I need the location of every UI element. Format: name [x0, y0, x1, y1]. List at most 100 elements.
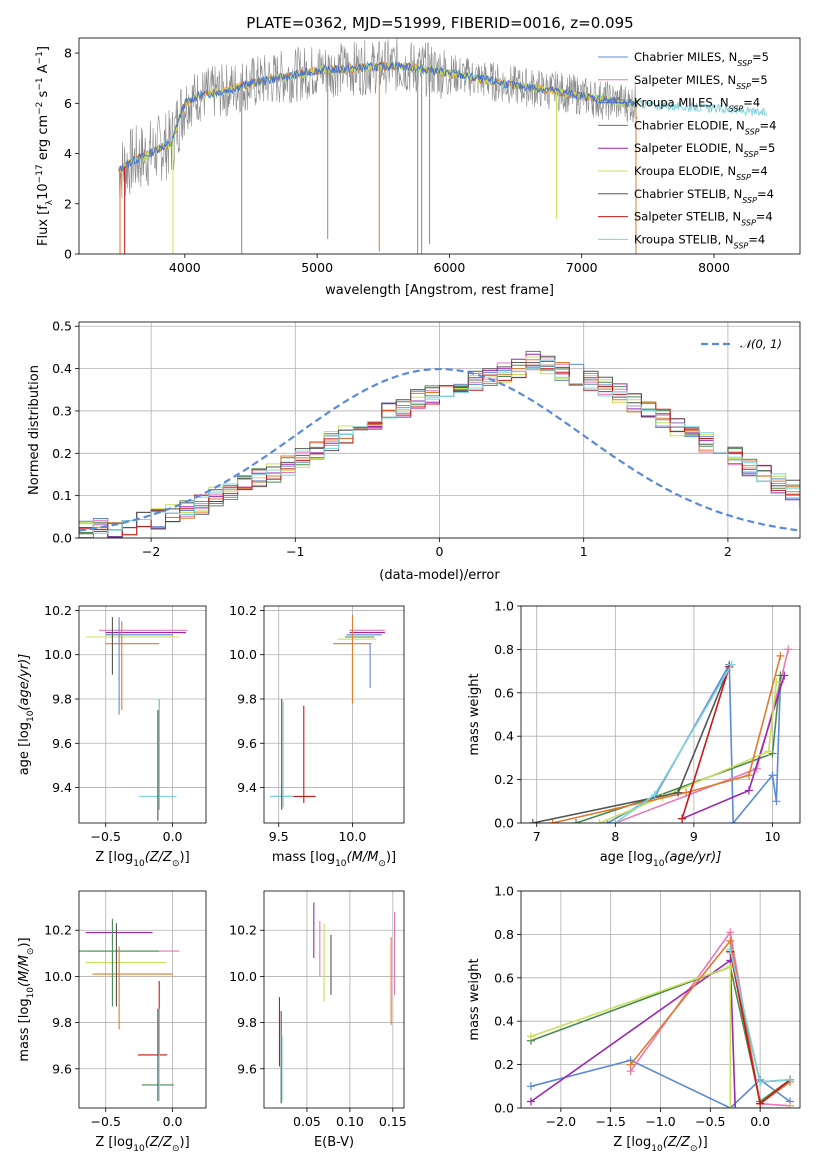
- mass-vs-ebv-ytick-label: 9.6: [237, 1061, 257, 1076]
- age-vs-mass-frame: [263, 605, 405, 824]
- age-vs-z-ytick-label: 9.6: [52, 736, 72, 751]
- age-vs-mass-ytick-label: 10.0: [229, 647, 257, 662]
- mass-weight-vs-age-plot-area: [528, 645, 793, 823]
- mass-weight-line: [532, 666, 731, 823]
- legend-entry: Kroupa ELODIE, NSSP=4: [634, 164, 768, 182]
- mass-weight-vs-age-ytick-label: 0.0: [494, 816, 514, 831]
- age-vs-z-frame: [78, 605, 207, 824]
- legend-entry: Chabrier ELODIE, NSSP=4: [634, 118, 776, 136]
- age-vs-z-ylabel: age [log10(age/yr)]: [17, 654, 36, 776]
- mass-vs-z-ytick-label: 9.6: [52, 1061, 72, 1076]
- spectrum-model-line: [118, 61, 638, 174]
- mass-weight-vs-age-xtick-label: 7: [533, 829, 541, 844]
- age-vs-z-xtick-label: 0.0: [163, 829, 183, 844]
- mass-weight-vs-z-xtick-label: −0.5: [695, 1114, 725, 1129]
- spectrum-ytick-label: 6: [64, 96, 72, 111]
- mass-weight-vs-age-ytick-label: 0.2: [494, 772, 514, 787]
- spectrum-ytick-label: 8: [64, 46, 72, 61]
- age-vs-z-xlabel: Z [log10(Z/Z⊙)]: [95, 850, 189, 869]
- mass-vs-ebv-plot-area: [278, 902, 396, 1104]
- legend-entry: Salpeter STELIB, NSSP=4: [634, 210, 773, 228]
- age-vs-mass-plot-area: [269, 614, 385, 810]
- mass-weight-vs-z-ytick-label: 0.0: [494, 1101, 514, 1116]
- mass-weight-vs-z-ytick-label: 0.2: [494, 1057, 514, 1072]
- spectrum-title: PLATE=0362, MJD=51999, FIBERID=0016, z=0…: [246, 14, 633, 32]
- mass-vs-ebv-xtick-label: 0.05: [293, 1114, 321, 1129]
- residuals-ytick-label: 0.5: [52, 319, 72, 334]
- mass-vs-z-xlabel: Z [log10(Z/Z⊙)]: [95, 1135, 189, 1154]
- legend-entry: Kroupa MILES, NSSP=4: [634, 96, 760, 114]
- mass-vs-ebv-xtick-label: 0.15: [379, 1114, 407, 1129]
- mass-vs-z-panel: −0.5 0.0 9.6 9.8 10.0 10.2 Z [log10(Z/Z⊙)] mass…: [17, 890, 207, 1154]
- mass-weight-marker: [526, 1032, 535, 1041]
- age-vs-mass-ytick-label: 10.2: [229, 603, 257, 618]
- mass-weight-marker: [786, 1075, 795, 1084]
- mass-weight-marker: [727, 660, 736, 669]
- mass-weight-marker: [780, 671, 789, 680]
- mass-weight-marker: [650, 790, 659, 799]
- age-vs-z-ytick-label: 9.4: [52, 780, 72, 795]
- residuals-ylabel: Normed distribution: [27, 365, 42, 495]
- mass-vs-ebv-ytick-label: 9.8: [237, 1015, 257, 1030]
- spectrum-ytick-label: 4: [64, 146, 72, 161]
- mass-weight-vs-z-panel: −2.0 −1.5 −1.0 −0.5 0.0 0.0 0.2 0.4 0.6 0.8 1.0 Z […: [467, 884, 801, 1154]
- mass-weight-marker: [744, 771, 753, 780]
- mass-weight-vs-age-xtick-label: 9: [690, 829, 698, 844]
- age-vs-mass-ytick-label: 9.4: [237, 780, 257, 795]
- mass-weight-marker: [674, 788, 683, 797]
- mass-weight-marker: [731, 1104, 740, 1108]
- residuals-xtick-label: −1: [286, 544, 304, 559]
- mass-weight-marker: [726, 945, 735, 954]
- residual-histogram: [79, 359, 800, 534]
- mass-vs-ebv-panel: 0.05 0.10 0.15 9.6 9.8 10.0 10.2 E(B-V): [229, 890, 407, 1150]
- spectrum-xtick-label: 8000: [698, 260, 730, 275]
- spectrum-ytick-label: 2: [64, 196, 72, 211]
- age-vs-mass-xlabel: mass [log10(M/M⊙)]: [272, 850, 396, 869]
- mass-weight-line: [530, 965, 791, 1103]
- mass-weight-line: [530, 1059, 791, 1108]
- residuals-plot-area: [79, 350, 800, 538]
- residuals-ytick-label: 0.2: [52, 446, 72, 461]
- mass-weight-line: [575, 675, 782, 823]
- legend-entry: Chabrier STELIB, NSSP=4: [634, 187, 774, 205]
- age-vs-mass-ytick-label: 9.6: [237, 736, 257, 751]
- legend-entry: Kroupa STELIB, NSSP=4: [634, 232, 765, 250]
- residual-histogram: [79, 359, 800, 538]
- mass-weight-marker: [756, 1099, 765, 1108]
- age-vs-mass-xtick-label: 10.0: [338, 829, 366, 844]
- mass-weight-marker: [744, 786, 753, 795]
- mass-weight-marker: [768, 771, 777, 780]
- mass-vs-ebv-ytick-label: 10.2: [229, 923, 257, 938]
- mass-vs-z-plot-area: [79, 918, 180, 1102]
- spectrum-ylabel: Flux [fλ10−17 erg cm−2 s−1 A−1]: [35, 46, 55, 246]
- spectrum-plot-area: [118, 38, 767, 254]
- age-vs-z-xtick-label: −0.5: [91, 829, 121, 844]
- mass-weight-line: [629, 939, 791, 1106]
- mass-weight-marker: [772, 797, 781, 806]
- residuals-xtick-label: −2: [142, 544, 160, 559]
- mass-vs-z-xtick-label: 0.0: [163, 1114, 183, 1129]
- spectrum-panel: 4000 5000 6000 7000 8000 0 2 4 6 8 wavelength [Ang…: [35, 37, 801, 298]
- spectrum-xtick-label: 4000: [169, 260, 201, 275]
- mass-weight-marker: [682, 788, 691, 797]
- mass-weight-vs-z-ylabel: mass weight: [467, 958, 482, 1040]
- residuals-xtick-label: 0: [436, 544, 444, 559]
- residuals-ytick-label: 0.3: [52, 403, 72, 418]
- mass-weight-vs-age-frame: [520, 605, 801, 824]
- residuals-ytick-label: 0.4: [52, 361, 72, 376]
- spectrum-model-line: [118, 61, 638, 173]
- spectrum-model-line: [118, 61, 638, 174]
- mass-weight-line: [552, 655, 782, 823]
- mass-weight-marker: [611, 819, 620, 823]
- mass-weight-vs-z-xtick-label: −1.5: [595, 1114, 625, 1129]
- spectrum-frame: [78, 37, 801, 255]
- mass-weight-line: [614, 664, 733, 823]
- mass-vs-ebv-xtick-label: 0.10: [336, 1114, 364, 1129]
- mass-weight-vs-z-xlabel: Z [log10(Z/Z⊙)]: [613, 1135, 707, 1154]
- residual-histogram: [79, 353, 800, 538]
- mass-weight-marker: [726, 936, 735, 945]
- mass-weight-vs-age-xlabel: age [log10(age/yr)]: [600, 850, 722, 869]
- spectrum-ytick-label: 0: [64, 247, 72, 262]
- spectrum-xtick-label: 6000: [434, 260, 466, 275]
